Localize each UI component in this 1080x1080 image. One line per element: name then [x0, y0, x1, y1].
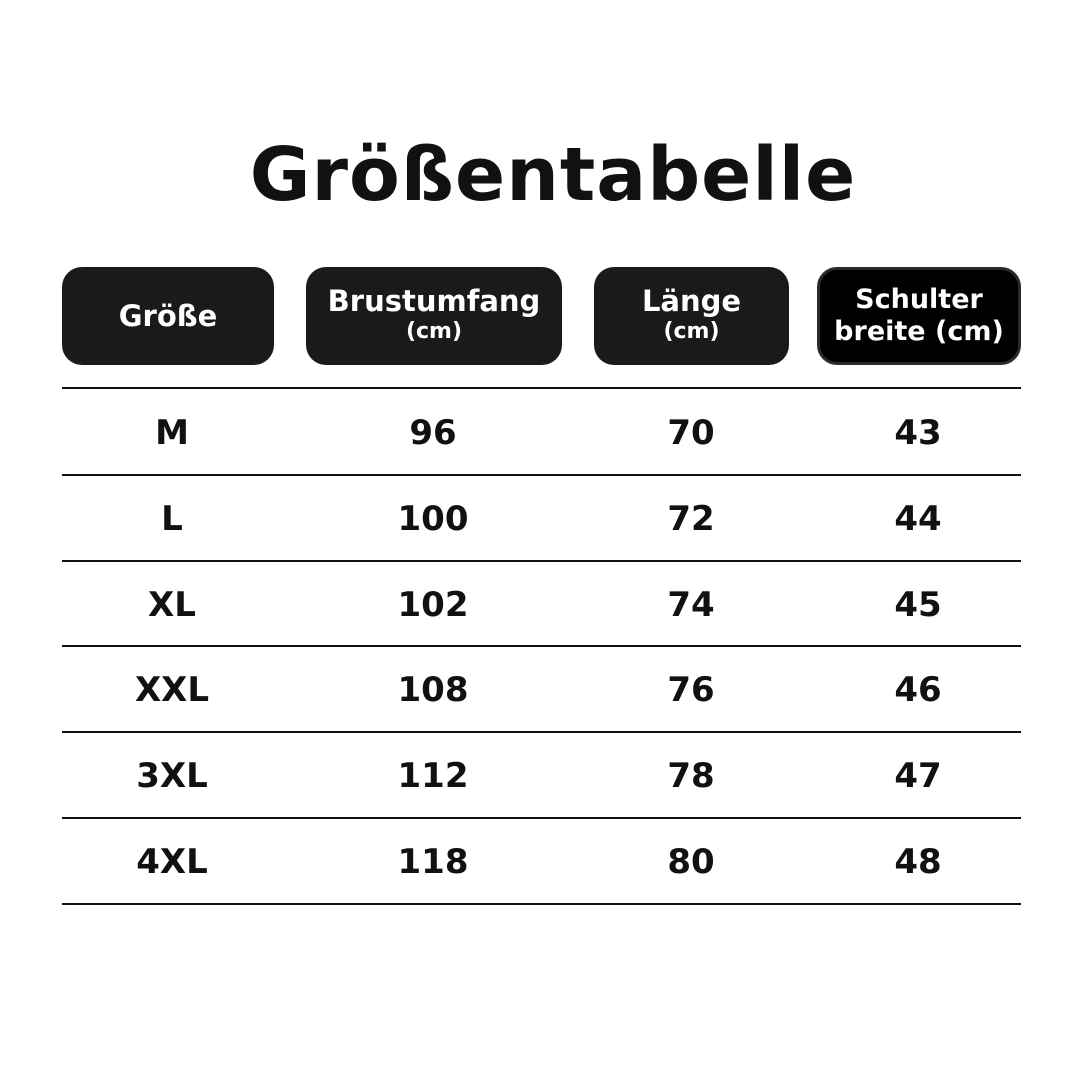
measure-cell: 96	[409, 412, 457, 453]
measure-cell: 47	[894, 756, 942, 796]
header-label: Größe	[118, 299, 218, 333]
row-divider	[62, 645, 1021, 647]
size-cell: XXL	[134, 670, 210, 710]
row-divider	[62, 817, 1021, 819]
page-title: Größentabelle	[249, 132, 857, 218]
header-label: Brustumfang	[327, 284, 541, 318]
measure-cell: 72	[667, 499, 715, 539]
measure-cell: 118	[397, 842, 469, 882]
header-label-2: breite (cm)	[834, 316, 1004, 347]
measure-cell: 108	[397, 670, 469, 710]
measure-cell: 76	[667, 670, 715, 710]
row-divider	[62, 731, 1021, 733]
size-cell: L	[161, 499, 183, 539]
measure-cell: 70	[667, 412, 715, 453]
header-unit: (cm)	[405, 319, 463, 344]
header-size: Größe	[62, 267, 274, 365]
measure-cell: 80	[667, 842, 715, 882]
measure-cell: 102	[397, 584, 469, 625]
measure-cell: 112	[397, 756, 469, 796]
measure-cell: 74	[667, 584, 715, 625]
header-label: Länge	[641, 284, 742, 318]
size-cell: 3XL	[136, 756, 208, 796]
size-cell: XL	[148, 584, 196, 625]
header-unit: (cm)	[663, 319, 720, 344]
header-length: Länge (cm)	[594, 267, 789, 365]
measure-cell: 100	[397, 499, 469, 539]
measure-cell: 45	[894, 584, 942, 625]
measure-cell: 46	[894, 670, 942, 710]
header-label: Schulter	[855, 284, 983, 315]
row-divider	[62, 387, 1021, 389]
row-divider	[62, 903, 1021, 905]
header-shoulder: Schulter breite (cm)	[817, 267, 1021, 365]
size-cell: 4XL	[136, 842, 208, 882]
size-cell: M	[155, 412, 189, 453]
measure-cell: 44	[894, 499, 942, 539]
measure-cell: 43	[894, 412, 942, 453]
measure-cell: 48	[894, 842, 942, 882]
header-chest: Brustumfang (cm)	[306, 267, 562, 365]
measure-cell: 78	[667, 756, 715, 796]
row-divider	[62, 560, 1021, 562]
row-divider	[62, 474, 1021, 476]
